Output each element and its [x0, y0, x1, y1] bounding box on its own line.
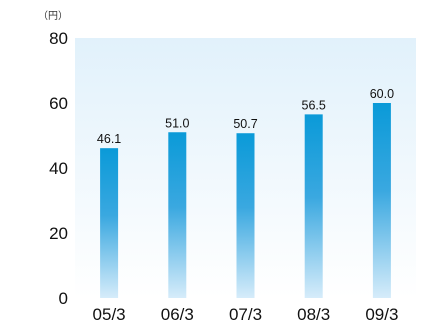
y-tick-label: 20	[49, 224, 68, 243]
data-labels: 46.1 51.0 50.7 56.5 60.0	[97, 87, 394, 146]
x-tick-label: 06/3	[161, 305, 194, 324]
bar	[304, 114, 323, 298]
y-axis-ticks: 0 20 40 60 80	[49, 29, 68, 308]
y-tick-label: 80	[49, 29, 68, 48]
x-tick-label: 08/3	[297, 305, 330, 324]
x-axis-ticks: 05/3 06/3 07/3 08/3 09/3	[93, 305, 399, 324]
x-tick-label: 05/3	[93, 305, 126, 324]
data-label: 56.5	[302, 98, 326, 112]
bar	[168, 132, 187, 298]
bar	[236, 133, 255, 298]
data-label: 51.0	[165, 116, 189, 130]
y-tick-label: 40	[49, 159, 68, 178]
data-label: 50.7	[233, 117, 257, 131]
y-unit-label: （円）	[38, 10, 68, 22]
bar	[100, 148, 119, 298]
x-tick-label: 09/3	[365, 305, 398, 324]
x-tick-label: 07/3	[229, 305, 262, 324]
data-label: 60.0	[370, 87, 394, 101]
y-tick-label: 0	[59, 289, 68, 308]
bar	[372, 103, 391, 298]
bars	[100, 103, 391, 298]
y-tick-label: 60	[49, 94, 68, 113]
data-label: 46.1	[97, 132, 121, 146]
